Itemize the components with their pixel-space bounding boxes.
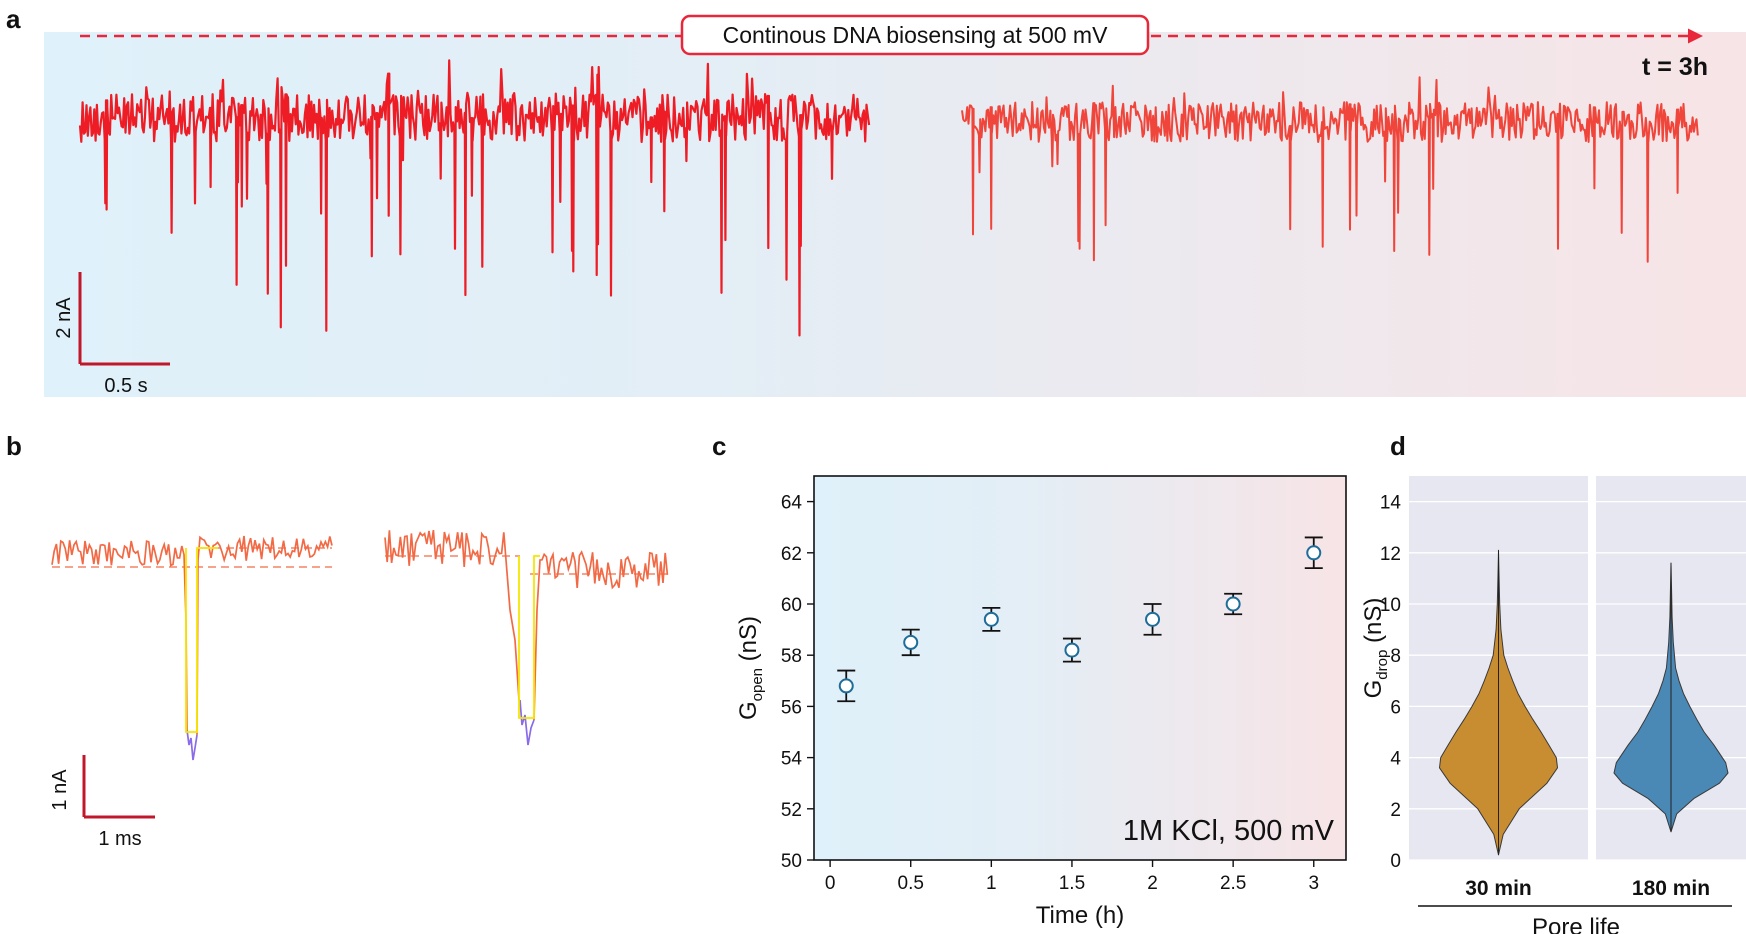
chart-c-x-tick-label: 2.5 bbox=[1220, 873, 1246, 894]
chart-c-y-tick-label: 56 bbox=[781, 697, 802, 718]
chart-d: 0 2 4 6 8 10 12 14 30 min 180 min Gdrop (nS) Por… bbox=[1360, 476, 1746, 934]
event-blockade-1 bbox=[186, 729, 198, 761]
chart-c-y-tick-label: 50 bbox=[781, 851, 802, 872]
chart-c-point bbox=[1064, 642, 1080, 658]
scale-x-label-a: 0.5 s bbox=[104, 375, 147, 397]
chart-d-y-main: G bbox=[1360, 680, 1387, 699]
chart-d-y-tick-label: 10 bbox=[1380, 595, 1401, 616]
chart-c-point bbox=[1306, 545, 1322, 561]
event-blockade-2 bbox=[519, 699, 535, 746]
banner-text: Continous DNA biosensing at 500 mV bbox=[723, 22, 1108, 48]
chart-c-x-tick-label: 0.5 bbox=[898, 873, 924, 894]
chart-c-y-tick-label: 62 bbox=[781, 544, 802, 565]
chart-c-y-tick-label: 52 bbox=[781, 800, 802, 821]
scale-bar-b: 1 nA 1 ms bbox=[49, 755, 155, 850]
chart-c-y-tick-label: 64 bbox=[781, 493, 803, 514]
chart-d-category-label: 180 min bbox=[1632, 877, 1710, 900]
chart-d-y-title: Gdrop (nS) bbox=[1360, 598, 1391, 699]
chart-c-y-unit: (nS) bbox=[735, 616, 762, 668]
scale-bar-a: 2 nA 0.5 s bbox=[53, 272, 170, 397]
chart-d-ticks: 0 2 4 6 8 10 12 14 bbox=[1380, 493, 1402, 872]
chart-c: 50 52 54 56 58 60 62 64 0 0.5 1 1.5 2 2.5 3 1M KCl, 50… bbox=[735, 475, 1347, 929]
chart-c-point bbox=[903, 634, 919, 650]
chart-c-x-tick-label: 1.5 bbox=[1059, 873, 1085, 894]
chart-c-point bbox=[838, 678, 854, 694]
chart-c-points bbox=[837, 536, 1323, 703]
chart-d-x-title: Pore life bbox=[1532, 914, 1620, 934]
chart-c-annotation: 1M KCl, 500 mV bbox=[1123, 815, 1335, 847]
chart-d-violins: 30 min 180 min bbox=[1439, 549, 1729, 900]
scale-y-label-a: 2 nA bbox=[53, 297, 75, 339]
chart-d-y-tick-label: 14 bbox=[1380, 493, 1402, 514]
event-trace-2 bbox=[384, 529, 669, 721]
chart-d-y-tick-label: 12 bbox=[1380, 544, 1401, 565]
scale-x-label-b: 1 ms bbox=[98, 828, 141, 850]
chart-c-x-tick-label: 2 bbox=[1147, 873, 1158, 894]
current-trace-late bbox=[961, 76, 1699, 263]
chart-c-x-tick-label: 1 bbox=[986, 873, 997, 894]
event-fit-2 bbox=[518, 555, 540, 719]
event-2 bbox=[384, 529, 669, 746]
panel-letter-d: d bbox=[1390, 431, 1406, 461]
panel-letter-a: a bbox=[6, 4, 21, 34]
current-trace-early bbox=[78, 59, 871, 337]
chart-c-y-sub: open bbox=[749, 668, 766, 701]
panel-letter-c: c bbox=[712, 431, 726, 461]
chart-c-ticks: 50 52 54 56 58 60 62 64 0 0.5 1 1.5 2 2.5 3 bbox=[781, 493, 1319, 894]
chart-c-y-title: Gopen (nS) bbox=[735, 616, 766, 720]
chart-d-y-tick-label: 0 bbox=[1390, 851, 1401, 872]
chart-c-x-title: Time (h) bbox=[1036, 902, 1124, 929]
chart-d-y-sub: drop bbox=[1374, 650, 1391, 680]
chart-c-x-tick-label: 0 bbox=[825, 873, 836, 894]
chart-d-facets bbox=[1409, 476, 1746, 861]
chart-c-point bbox=[1225, 596, 1241, 612]
chart-c-y-tick-label: 60 bbox=[781, 595, 802, 616]
chart-c-x-tick-label: 3 bbox=[1308, 873, 1319, 894]
chart-c-point bbox=[983, 611, 999, 627]
chart-c-y-tick-label: 54 bbox=[781, 749, 803, 770]
event-1 bbox=[51, 535, 333, 761]
chart-c-y-main: G bbox=[735, 701, 762, 720]
chart-c-frame bbox=[813, 475, 1347, 861]
chart-c-y-tick-label: 58 bbox=[781, 646, 802, 667]
chart-d-y-tick-label: 4 bbox=[1390, 749, 1401, 770]
chart-c-plot-area bbox=[814, 476, 1346, 860]
time-label: t = 3h bbox=[1642, 53, 1708, 81]
chart-d-y-tick-label: 6 bbox=[1390, 697, 1401, 718]
panel-a-background bbox=[44, 32, 1746, 397]
event-trace-1 bbox=[51, 535, 333, 736]
event-fit-1 bbox=[185, 547, 218, 733]
chart-d-category-label: 30 min bbox=[1465, 877, 1532, 900]
chart-c-point bbox=[1145, 611, 1161, 627]
banner-box bbox=[680, 14, 1150, 56]
chart-d-y-unit: (nS) bbox=[1360, 598, 1387, 650]
scale-y-label-b: 1 nA bbox=[49, 769, 71, 811]
chart-d-y-tick-label: 8 bbox=[1390, 646, 1401, 667]
panel-letter-b: b bbox=[6, 431, 22, 461]
chart-d-y-tick-label: 2 bbox=[1390, 800, 1401, 821]
